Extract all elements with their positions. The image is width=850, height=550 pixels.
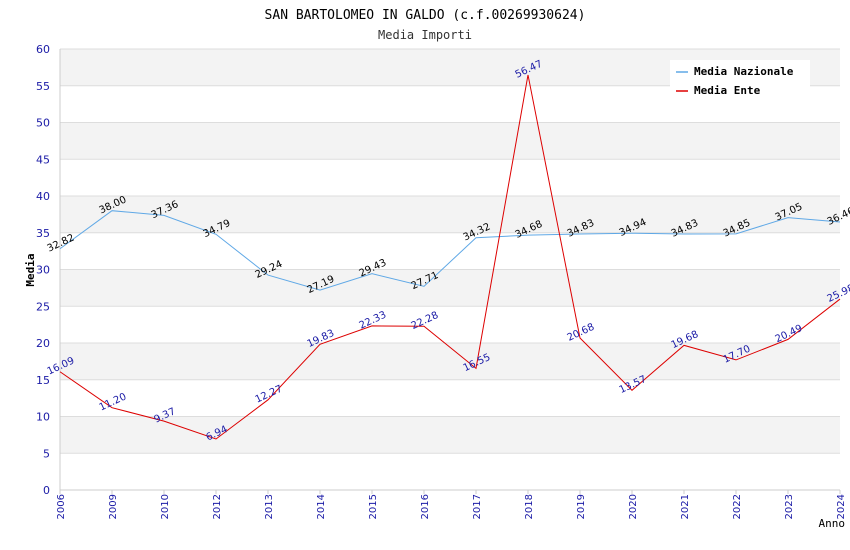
plot-band bbox=[60, 159, 840, 196]
x-tick-label: 2024 bbox=[836, 494, 847, 519]
plot-band bbox=[60, 269, 840, 307]
series-line-media-nazionale bbox=[59, 210, 841, 291]
y-axis-ticks: 0 5 10 15 20 25 30 35 40 45 50 55 60 bbox=[36, 43, 50, 497]
y-tick-label: 0 bbox=[43, 484, 50, 497]
plot-band bbox=[60, 379, 840, 417]
x-tick-label: 2020 bbox=[628, 494, 639, 519]
plot-background bbox=[60, 49, 840, 490]
legend-box bbox=[670, 60, 810, 102]
y-tick-label: 10 bbox=[36, 411, 50, 424]
x-tick-label: 2012 bbox=[212, 494, 223, 519]
x-tick-label: 2017 bbox=[472, 494, 483, 519]
plot-band bbox=[60, 232, 840, 270]
plot-band bbox=[60, 122, 840, 160]
x-tick-label: 2016 bbox=[420, 494, 431, 519]
x-axis-label: Anno bbox=[819, 517, 846, 530]
axes bbox=[59, 49, 840, 491]
y-tick-label: 55 bbox=[36, 80, 50, 93]
legend-label-media-ente: Media Ente bbox=[694, 84, 761, 97]
y-axis-label: Media bbox=[24, 253, 37, 286]
x-tick-label: 2014 bbox=[316, 494, 327, 519]
y-tick-label: 40 bbox=[36, 190, 50, 203]
x-tick-label: 2018 bbox=[524, 494, 535, 519]
legend: Media Nazionale Media Ente bbox=[670, 60, 810, 102]
chart-title: SAN BARTOLOMEO IN GALDO (c.f.00269930624… bbox=[265, 8, 586, 23]
y-tick-label: 60 bbox=[36, 43, 50, 56]
legend-label-media-nazionale: Media Nazionale bbox=[694, 65, 794, 78]
series-line-media-ente bbox=[59, 74, 841, 440]
y-tick-label: 45 bbox=[36, 153, 50, 166]
plot-band bbox=[60, 306, 840, 343]
y-tick-label: 20 bbox=[36, 337, 50, 350]
y-tick-label: 35 bbox=[36, 227, 50, 240]
x-tick-label: 2009 bbox=[108, 494, 119, 519]
x-tick-label: 2015 bbox=[368, 494, 379, 519]
plot-band bbox=[60, 196, 840, 233]
x-axis-ticks: 2006 2009 2010 2012 2013 2014 2015 2016 2017 2018… bbox=[56, 490, 847, 519]
x-tick-label: 2019 bbox=[576, 494, 587, 519]
y-tick-label: 5 bbox=[43, 447, 50, 460]
x-tick-label: 2023 bbox=[784, 494, 795, 519]
x-tick-label: 2013 bbox=[264, 494, 275, 519]
plot-band bbox=[60, 416, 840, 454]
x-tick-label: 2022 bbox=[732, 494, 743, 519]
y-tick-label: 30 bbox=[36, 264, 50, 277]
x-tick-label: 2010 bbox=[160, 494, 171, 519]
plot-band bbox=[60, 343, 840, 380]
x-tick-label: 2021 bbox=[680, 494, 691, 519]
x-tick-label: 2006 bbox=[56, 494, 67, 519]
series-layer bbox=[59, 74, 841, 440]
y-tick-label: 25 bbox=[36, 300, 50, 313]
chart-subtitle: Media Importi bbox=[378, 28, 472, 42]
y-tick-label: 50 bbox=[36, 117, 50, 130]
plot-band bbox=[60, 453, 840, 490]
y-tick-label: 15 bbox=[36, 374, 50, 387]
